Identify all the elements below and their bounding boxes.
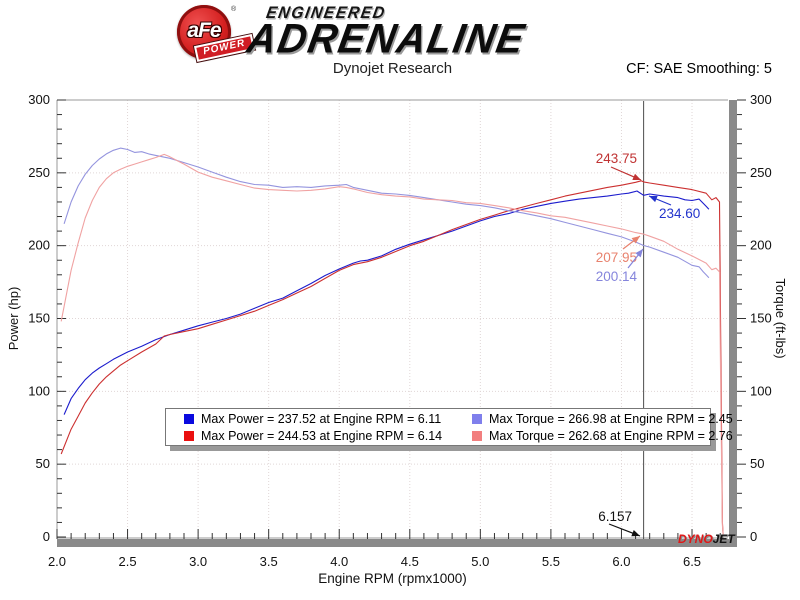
legend-swatch-icon [184,413,194,424]
callout-value-label: 243.75 [596,151,637,166]
ytick-label-right: 250 [750,165,772,180]
y-axis-title-right: Torque (ft-lbs) [773,278,788,358]
legend-label: Max Power = 237.52 at Engine RPM = 6.11 [201,411,442,426]
callout-value-label: 234.60 [659,206,700,221]
xtick-label: 5.5 [542,554,560,569]
legend-item: Max Torque = 262.68 at Engine RPM = 2.76 [472,427,733,444]
ytick-label-right: 50 [750,456,764,471]
axis-bar-right [729,100,737,547]
xtick-label: 6.5 [683,554,701,569]
ytick-label-right: 150 [750,311,772,326]
legend-swatch-icon [472,430,482,441]
registered-mark: ® [231,6,237,13]
legend-item: Max Torque = 266.98 at Engine RPM = 2.45 [472,410,733,427]
callout-arrow-head [631,529,640,537]
legend-swatch-icon [184,430,194,441]
dynojet-logo: DYNOJET [678,532,735,546]
callout-value-label: 6.157 [598,509,632,524]
xtick-label: 4.5 [401,554,419,569]
callout-arrow-head [635,249,643,258]
chart-title: Dynojet Research [332,60,453,77]
xtick-label: 4.0 [330,554,348,569]
xtick-label: 3.5 [260,554,278,569]
callout-arrow-head [631,236,640,244]
chart-legend: Max Power = 237.52 at Engine RPM = 6.11 M… [165,408,733,446]
legend-item: Max Power = 237.52 at Engine RPM = 6.11 [184,410,472,427]
xtick-label: 3.0 [189,554,207,569]
dynojet-logo-dyno: DYNO [678,532,713,546]
callout-value-label: 200.14 [596,269,638,284]
ytick-label-left: 50 [36,456,50,471]
callout-arrow-head [632,173,641,180]
ytick-label-left: 0 [43,529,50,544]
ytick-label-left: 250 [28,165,50,180]
ytick-label-right: 100 [750,383,772,398]
x-axis-title: Engine RPM (rpmx1000) [318,571,467,586]
legend-label: Max Torque = 262.68 at Engine RPM = 2.76 [489,428,733,443]
legend-item: Max Power = 244.53 at Engine RPM = 6.14 [184,427,472,444]
correction-smoothing-label: CF: SAE Smoothing: 5 [626,61,772,77]
ytick-label-right: 200 [750,238,772,253]
ytick-label-left: 300 [28,92,50,107]
xtick-label: 2.0 [48,554,66,569]
callout-value-label: 207.95 [596,250,637,265]
ytick-label-right: 300 [750,92,772,107]
ytick-label-right: 0 [750,529,757,544]
curve-power-blue [63,190,710,415]
legend-label: Max Torque = 266.98 at Engine RPM = 2.45 [489,411,733,426]
curve-torque-periwinkle [63,147,710,279]
legend-swatch-icon [472,413,482,424]
callout-arrow-head [649,195,658,203]
xtick-label: 6.0 [612,554,630,569]
curve-power-red [60,180,724,535]
axis-bar-bottom [57,539,737,547]
dynojet-logo-jet: JET [712,532,735,546]
y-axis-title-left: Power (hp) [6,287,21,351]
afe-power-logo: aFe ® POWER [175,4,290,62]
ytick-label-left: 200 [28,238,50,253]
legend-label: Max Power = 244.53 at Engine RPM = 6.14 [201,428,443,443]
xtick-label: 5.0 [471,554,489,569]
xtick-label: 2.5 [119,554,137,569]
curve-torque-pink [60,153,724,535]
ytick-label-left: 100 [28,383,50,398]
ytick-label-left: 150 [28,311,50,326]
afe-logo-text: aFe [187,19,221,42]
